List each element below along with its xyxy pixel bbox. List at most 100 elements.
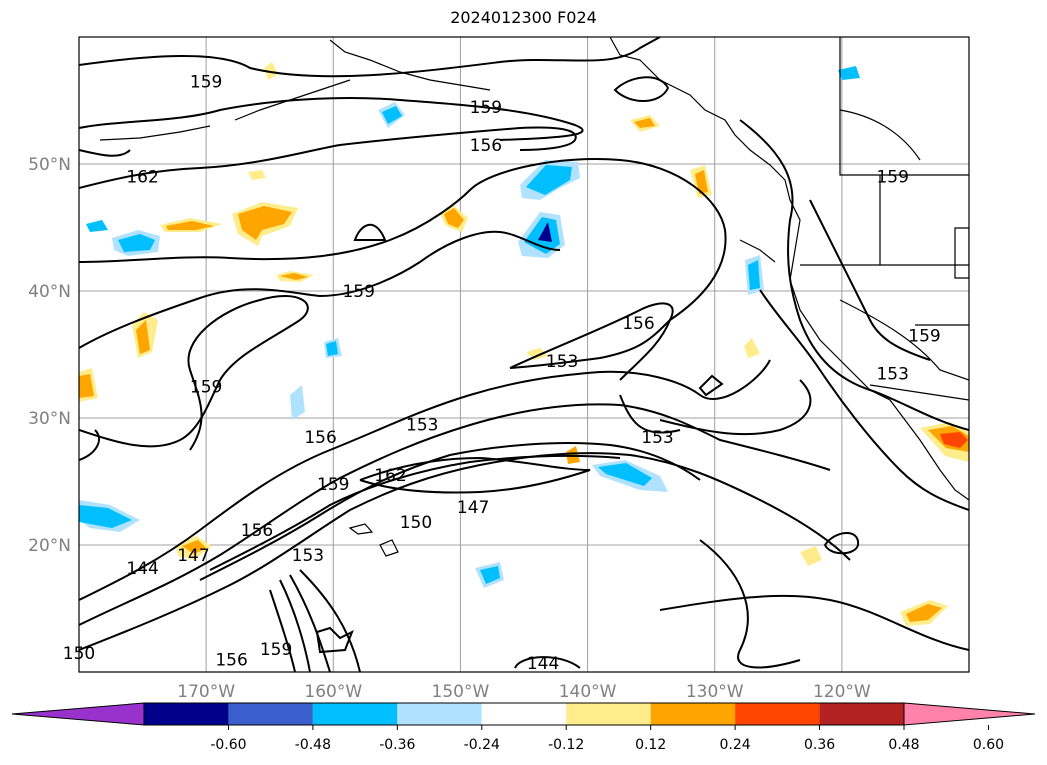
shade-patch [526,348,548,360]
coastline [739,239,776,263]
shade-patch [290,385,305,420]
colorbar-segment [819,703,904,725]
colorbar-segment [397,703,482,725]
coastline [234,79,351,121]
shade-patch [526,165,572,195]
contour-label: 159 [190,72,222,92]
graticule [79,37,969,672]
contour-line [279,579,311,672]
shade-patch [906,604,942,622]
colorbar-frame [143,702,905,726]
contour-line [698,374,724,397]
contour-label: 156 [622,314,654,334]
coastline [954,227,969,279]
colorbar-tick-label: -0.24 [464,737,500,753]
contour-line [79,149,131,157]
shade-patch [940,432,968,448]
contour-line [289,574,331,672]
shade-patch [166,221,214,230]
contour-line [79,403,831,626]
contour-line [659,379,812,436]
coastline [869,384,969,401]
colorbar-tick-label: -0.12 [548,737,584,753]
contour-line [619,394,681,434]
latitude-label: 30°N [28,409,71,429]
contour-line [209,454,621,571]
shade-patch [248,170,266,180]
contour-line [79,230,561,349]
contour-label: 147 [177,546,209,566]
contour-line [699,539,801,669]
shade-patch [838,66,860,80]
coastline [99,125,211,141]
colorbar-segment [144,703,229,725]
shade-patch [238,206,292,240]
longitude-label: 120°W [813,682,871,702]
shade-patch [800,546,822,566]
shade-patch [326,341,338,356]
contour-label: 144 [126,559,158,579]
contour-line [359,456,591,494]
latitude-labels: 20°N 30°N 40°N 50°N [28,155,71,556]
contour-line [509,302,674,381]
coastline [329,39,491,91]
contour-label: 153 [546,352,578,372]
shade-patch [136,320,150,354]
contour-line [315,626,354,654]
latitude-label: 40°N [28,282,71,302]
contour-line [79,452,851,651]
contour-line [613,76,670,102]
longitude-label: 160°W [304,682,362,702]
colorbar-extend-high [903,702,1036,726]
height-contours [79,37,969,672]
coastline [609,37,969,501]
contour-label: 159 [342,282,374,302]
colorbar-tick-label: 0.36 [804,737,835,753]
shade-patch [598,463,652,486]
shade-patch [444,208,464,228]
colorbar-segment [312,703,398,725]
contour-label: 156 [215,650,247,670]
coastline [348,523,374,535]
map-frame [78,36,970,673]
contour-line [823,532,860,555]
contour-label: 156 [241,521,273,541]
contour-line [79,97,584,141]
colorbar: -0.60 -0.48 -0.36 -0.24 -0.12 0.12 0.24 0.36 0.4… [11,702,1036,753]
contour-line [79,37,661,78]
coastlines [99,37,969,557]
colorbar-tick-label: 0.60 [973,737,1004,753]
contour-line [353,224,387,241]
contour-label: 156 [304,428,336,448]
colorbar-tick-label: -0.48 [295,737,331,753]
shade-patch [480,566,500,584]
longitude-label: 140°W [559,682,617,702]
shade-patch [634,118,655,128]
shade-patch [382,106,402,124]
colorbar-segment [481,703,567,725]
shade-patch [748,260,760,290]
shade-patch [118,234,155,252]
contour-line [299,569,361,672]
shade-patch [182,540,206,554]
shade-patch [86,220,108,232]
shade-patch [79,374,94,398]
contour-label: 150 [400,513,432,533]
contour-line [199,442,701,581]
longitude-label: 130°W [686,682,744,702]
contour-label: 159 [190,377,222,397]
colorbar-tick-label: 0.12 [635,737,666,753]
shade-patch [280,273,308,280]
contour-line [79,126,577,189]
contour-line [759,289,969,511]
coastline [839,299,969,381]
shade-patch [79,505,132,528]
colorbar-tick-label: 0.24 [720,737,751,753]
contour-label: 159 [908,326,940,346]
contour-line [79,359,771,601]
contour-label: 162 [126,168,158,188]
coastline [839,37,969,176]
